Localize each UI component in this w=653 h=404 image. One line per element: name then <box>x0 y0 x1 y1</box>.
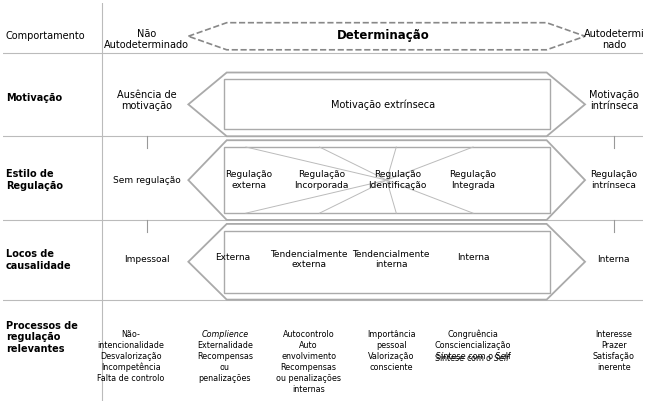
Text: Incompetência: Incompetência <box>101 363 161 372</box>
Text: Valorização: Valorização <box>368 352 415 361</box>
Text: Externalidade: Externalidade <box>197 341 253 349</box>
Text: Congruência: Congruência <box>447 330 498 339</box>
Text: Prazer: Prazer <box>601 341 627 349</box>
Text: Recompensas: Recompensas <box>197 352 253 361</box>
Text: Interna: Interna <box>597 255 630 264</box>
Text: Regulação
externa: Regulação externa <box>225 170 273 190</box>
Text: internas: internas <box>293 385 325 394</box>
Text: pessoal: pessoal <box>376 341 406 349</box>
Text: Locos de
causalidade: Locos de causalidade <box>6 249 72 271</box>
Text: Autocontrolo: Autocontrolo <box>283 330 334 339</box>
Text: Comportamento: Comportamento <box>6 31 86 41</box>
Text: consciente: consciente <box>370 363 413 372</box>
Text: Consciencialização: Consciencialização <box>435 341 511 349</box>
Text: ou penalizações: ou penalizações <box>276 374 341 383</box>
Text: Sem regulação: Sem regulação <box>113 176 181 185</box>
Text: Ausência de
motivação: Ausência de motivação <box>117 90 176 111</box>
Text: Síntese com o Self: Síntese com o Self <box>436 352 511 361</box>
Bar <box>223 147 550 213</box>
Text: Externa: Externa <box>215 253 251 262</box>
Text: intencionalidade: intencionalidade <box>97 341 164 349</box>
Text: Motivação
intrínseca: Motivação intrínseca <box>589 90 639 111</box>
Text: Recompensas: Recompensas <box>281 363 337 372</box>
Text: Autodetermi
nado: Autodetermi nado <box>583 29 645 50</box>
Text: Estilo de
Regulação: Estilo de Regulação <box>6 169 63 191</box>
Text: Falta de controlo: Falta de controlo <box>97 374 165 383</box>
Text: ou: ou <box>220 363 230 372</box>
Text: Tendencialmente
interna: Tendencialmente interna <box>353 250 430 269</box>
Text: Motivação extrínseca: Motivação extrínseca <box>332 99 436 109</box>
Text: Regulação
Identificação: Regulação Identificação <box>368 170 427 190</box>
Bar <box>223 231 550 293</box>
Text: inerente: inerente <box>597 363 631 372</box>
Text: Regulação
Integrada: Regulação Integrada <box>449 170 497 190</box>
Text: Processos de
regulação
relevantes: Processos de regulação relevantes <box>6 321 78 354</box>
Text: Regulação
intrínseca: Regulação intrínseca <box>590 170 637 190</box>
Text: Desvalorização: Desvalorização <box>100 352 161 361</box>
Text: Tendencialmente
externa: Tendencialmente externa <box>270 250 347 269</box>
Text: Não
Autodeterminado: Não Autodeterminado <box>104 29 189 50</box>
Text: Síntese com o $\it{Self}$: Síntese com o $\it{Self}$ <box>434 352 512 363</box>
Text: Não-: Não- <box>121 330 140 339</box>
Text: Auto: Auto <box>299 341 318 349</box>
Text: Satisfação: Satisfação <box>593 352 635 361</box>
Text: envolvimento: envolvimento <box>281 352 336 361</box>
Bar <box>223 79 550 130</box>
Text: Motivação: Motivação <box>6 93 62 103</box>
Text: Importância: Importância <box>367 330 415 339</box>
Text: Determinação: Determinação <box>337 29 430 42</box>
Text: Interna: Interna <box>457 253 489 262</box>
Text: Impessoal: Impessoal <box>124 255 170 264</box>
Text: Complience: Complience <box>201 330 248 339</box>
Text: Interesse: Interesse <box>596 330 632 339</box>
Text: Regulação
Incorporada: Regulação Incorporada <box>295 170 349 190</box>
Text: penalizações: penalizações <box>199 374 251 383</box>
